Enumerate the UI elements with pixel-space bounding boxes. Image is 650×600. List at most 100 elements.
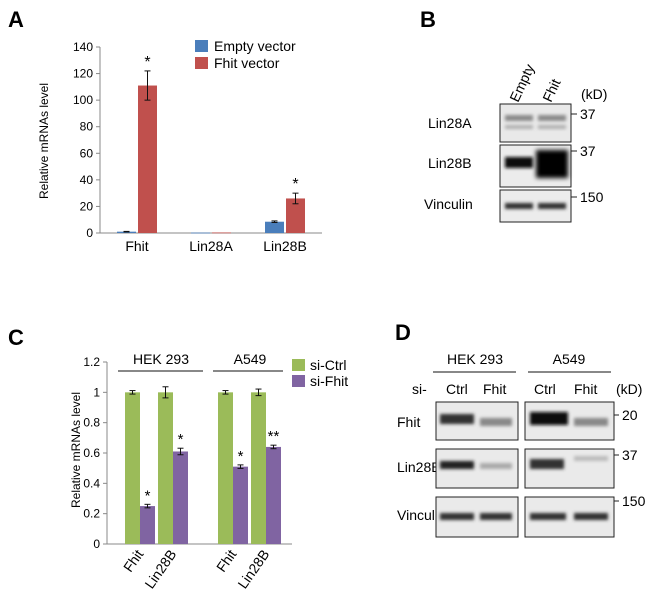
blot-d-lane-fhit-1: Fhit — [483, 381, 506, 397]
chart-c-significance-hek-293-fhit: * — [145, 487, 151, 504]
blot-b-band-vinculin-empty — [505, 203, 533, 209]
panel-letter-b: B — [420, 7, 436, 32]
blot-d-kd-lin28b: 37 — [622, 447, 638, 463]
chart-c-ytick-label: 0.8 — [83, 416, 100, 430]
chart-c-bar-hek-293-fhit-si-ctrl — [125, 392, 140, 544]
blot-d-group-a549: A549 — [553, 351, 586, 367]
blot-b-kd-lin28a: 37 — [580, 106, 596, 122]
blot-b-band-lin28b-fhit — [536, 150, 568, 178]
chart-c-significance-hek-293-lin28b: * — [178, 431, 184, 448]
chart-c-bar-a549-fhit-si-fhit — [233, 466, 248, 544]
blot-d-row-label-lin28b: Lin28B — [397, 459, 441, 475]
chart-a: Relative mRNAs level 020406080100120140 … — [37, 38, 322, 254]
legend-swatch-empty-vector — [195, 40, 208, 52]
blot-b-lane-fhit: Fhit — [539, 76, 563, 104]
western-blot-b: Empty Fhit (kD) Lin28A Lin28B Vinculin 3… — [424, 62, 607, 223]
panel-letter-a: A — [8, 7, 24, 32]
chart-c-bar-hek-293-lin28b-si-ctrl — [158, 392, 173, 544]
legend-swatch-si-ctrl — [292, 359, 305, 371]
blot-d-kd-fhit: 20 — [622, 407, 638, 423]
blot-d-row-label-fhit: Fhit — [397, 414, 420, 430]
chart-c-ytick-label: 1.2 — [83, 355, 100, 369]
blot-d-band-vinculin-a549-fhit — [574, 513, 608, 520]
chart-a-ytick-label: 120 — [73, 67, 93, 81]
chart-c-category-a549-fhit: Fhit — [213, 546, 240, 574]
blot-d-band-lin28b-a549-fhit — [574, 456, 608, 461]
chart-a-ytick-label: 100 — [73, 93, 93, 107]
chart-c-ytick-label: 0 — [93, 537, 100, 551]
blot-b-lane-empty: Empty — [506, 62, 537, 105]
blot-d-band-vinculin-hek-ctrl — [440, 513, 474, 520]
chart-a-category-lin28b: Lin28B — [263, 238, 307, 254]
blot-d-lane-fhit-2: Fhit — [574, 381, 597, 397]
blot-d-band-fhit-a549-ctrl — [530, 412, 568, 425]
blot-b-band-lin28a-fhit-lower — [538, 125, 566, 129]
chart-a-category-lin28a: Lin28A — [189, 238, 233, 254]
blot-b-band-lin28a-empty — [505, 115, 533, 121]
legend-swatch-si-fhit — [292, 375, 305, 387]
chart-a-bar-lin28a-fhit-vector — [212, 232, 231, 234]
blot-d-band-lin28b-hek-ctrl — [440, 461, 474, 469]
legend-label-empty-vector: Empty vector — [214, 38, 296, 54]
blot-d-band-lin28b-a549-ctrl — [530, 459, 564, 469]
legend-label-si-ctrl: si-Ctrl — [310, 357, 347, 373]
blot-b-box-lin28a — [499, 103, 572, 143]
chart-c-ytick-label: 0.6 — [83, 446, 100, 460]
chart-a-category-fhit: Fhit — [125, 238, 148, 254]
blot-d-lane-ctrl-2: Ctrl — [534, 381, 556, 397]
chart-c-bar-hek-293-fhit-si-fhit — [140, 506, 155, 544]
blot-d-lane-ctrl-1: Ctrl — [446, 381, 468, 397]
chart-c-bar-hek-293-lin28b-si-fhit — [173, 451, 188, 544]
chart-c-bar-a549-lin28b-si-ctrl — [251, 392, 266, 544]
panel-letter-d: D — [395, 320, 411, 345]
blot-b-band-lin28a-empty-lower — [505, 125, 533, 129]
blot-b-band-lin28a-fhit — [538, 115, 566, 121]
chart-a-ytick-label: 80 — [80, 120, 94, 134]
blot-d-band-vinculin-a549-ctrl — [530, 513, 566, 520]
blot-d-band-vinculin-hek-fhit — [480, 513, 512, 520]
blot-b-band-lin28b-empty — [505, 157, 533, 168]
legend-label-fhit-vector: Fhit vector — [214, 55, 280, 71]
chart-a-ytick-label: 140 — [73, 40, 93, 54]
chart-a-ytick-label: 40 — [80, 173, 94, 187]
blot-d-band-lin28b-hek-fhit — [480, 463, 512, 469]
chart-a-ylabel: Relative mRNAs level — [37, 83, 51, 199]
blot-b-kd-vinculin: 150 — [580, 189, 604, 205]
chart-a-bar-lin28a-empty-vector — [191, 232, 210, 234]
blot-d-group-hek293: HEK 293 — [447, 351, 503, 367]
blot-b-row-label-lin28a: Lin28A — [428, 115, 472, 131]
blot-b-row-label-lin28b: Lin28B — [428, 155, 472, 171]
chart-a-ytick-label: 0 — [86, 226, 93, 240]
blot-d-band-fhit-hek-ctrl — [440, 414, 474, 424]
chart-c-ylabel: Relative mRNAs level — [69, 392, 83, 508]
chart-c-bar-a549-fhit-si-ctrl — [218, 392, 233, 544]
legend-swatch-fhit-vector — [195, 57, 208, 69]
chart-c-category-a549-lin28b: Lin28B — [234, 547, 272, 592]
chart-a-significance-fhit: * — [144, 54, 150, 71]
blot-d-band-fhit-a549-fhit — [574, 418, 608, 426]
chart-c-group-label-hek293: HEK 293 — [133, 351, 189, 367]
blot-d-band-fhit-hek-fhit — [480, 418, 512, 426]
legend-label-si-fhit: si-Fhit — [310, 373, 348, 389]
chart-a-ytick-label: 60 — [80, 146, 94, 160]
chart-c: Relative mRNAs level 0 0.2 0.4 0.6 0.8 1 1.2 *… — [69, 351, 348, 591]
chart-a-bar-lin28b-fhit-vector — [286, 198, 305, 233]
western-blot-d: HEK 293 A549 si- Ctrl Fhit Ctrl Fhit (kD… — [397, 351, 646, 538]
chart-c-significance-a549-lin28b: ** — [268, 428, 280, 445]
blot-b-band-vinculin-fhit — [538, 203, 566, 209]
chart-c-category-hek-293-lin28b: Lin28B — [141, 547, 179, 592]
chart-c-ytick-label: 0.2 — [83, 507, 100, 521]
blot-d-row-label-vinculin: Vinculin — [397, 507, 446, 523]
chart-a-bar-lin28b-empty-vector — [265, 221, 284, 233]
blot-b-row-label-vinculin: Vinculin — [424, 196, 473, 212]
chart-c-category-hek-293-fhit: Fhit — [120, 546, 147, 574]
blot-d-kd-unit: (kD) — [616, 381, 642, 397]
blot-b-kd-unit: (kD) — [581, 86, 607, 102]
blot-d-si-prefix: si- — [412, 381, 427, 397]
chart-c-bar-a549-lin28b-si-fhit — [266, 446, 281, 544]
blot-d-kd-vinculin: 150 — [622, 493, 646, 509]
chart-c-ytick-label: 0.4 — [83, 476, 100, 490]
chart-a-bar-fhit-fhit-vector — [138, 85, 157, 234]
chart-a-ytick-label: 20 — [80, 199, 94, 213]
